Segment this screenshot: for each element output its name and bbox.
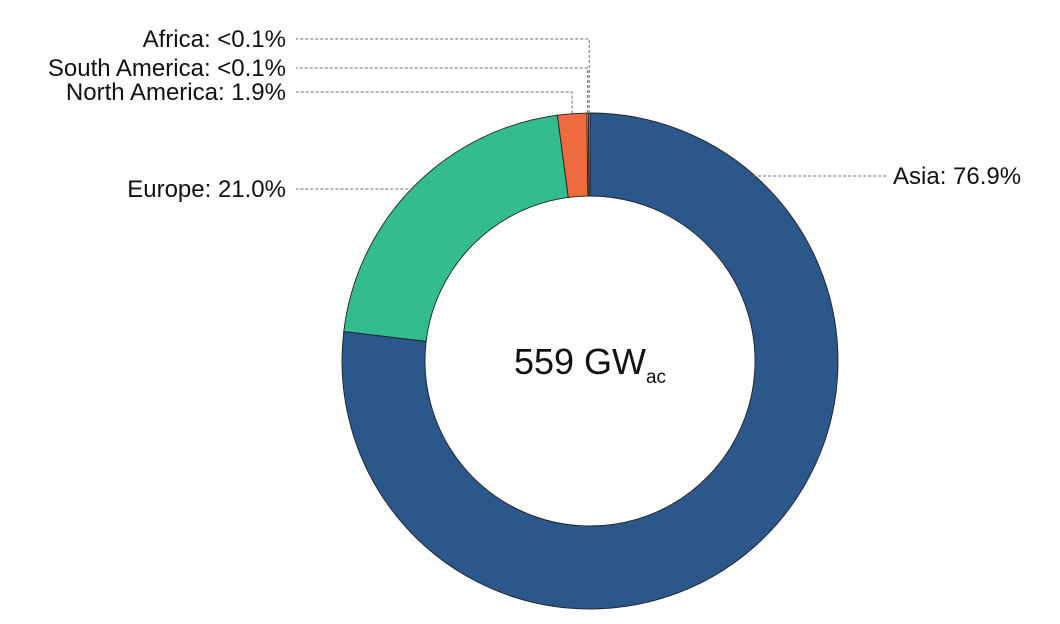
center-total-unit-subscript: ac — [646, 367, 666, 388]
label-europe: Europe: 21.0% — [127, 176, 286, 203]
label-south-america: South America: <0.1% — [48, 55, 286, 82]
slice-africa — [587, 112, 591, 197]
center-total-label: 559 GWac — [514, 341, 666, 388]
slices-layer — [341, 112, 839, 610]
leader-lines — [296, 38, 887, 190]
slice-asia — [341, 112, 839, 610]
label-africa: Africa: <0.1% — [143, 26, 286, 53]
slice-europe — [343, 114, 569, 342]
center-total-value: 559 GW — [514, 341, 646, 382]
slice-labels: Asia: 76.9% Europe: 21.0% North America: 1… — [48, 26, 1021, 203]
leader-line-south-america — [296, 67, 589, 114]
leader-line-africa — [296, 38, 590, 114]
label-asia: Asia: 76.9% — [893, 163, 1021, 190]
label-north-america: North America: 1.9% — [66, 79, 286, 106]
leader-line-north-america — [296, 91, 573, 114]
